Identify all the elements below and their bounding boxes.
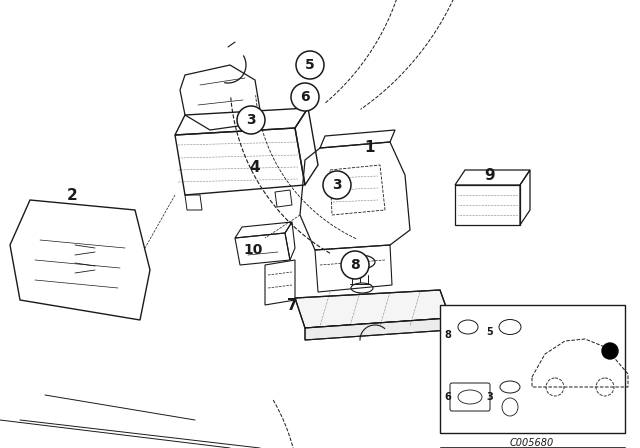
Text: 5: 5 [486, 327, 493, 337]
Text: 6: 6 [300, 90, 310, 104]
Text: 3: 3 [486, 392, 493, 402]
Text: 1: 1 [365, 141, 375, 155]
Text: 6: 6 [445, 392, 451, 402]
Text: 8: 8 [350, 258, 360, 272]
Text: 2: 2 [67, 188, 77, 202]
Circle shape [323, 171, 351, 199]
Text: 7: 7 [287, 297, 298, 313]
FancyBboxPatch shape [440, 305, 625, 433]
Polygon shape [305, 318, 450, 340]
Polygon shape [295, 290, 450, 328]
Text: 3: 3 [246, 113, 256, 127]
Circle shape [291, 83, 319, 111]
Text: C005680: C005680 [510, 438, 554, 448]
Text: 5: 5 [305, 58, 315, 72]
FancyBboxPatch shape [450, 383, 490, 411]
Text: 3: 3 [332, 178, 342, 192]
Text: 9: 9 [484, 168, 495, 182]
Circle shape [341, 251, 369, 279]
Circle shape [237, 106, 265, 134]
Circle shape [296, 51, 324, 79]
Text: 8: 8 [445, 330, 451, 340]
Text: 4: 4 [250, 160, 260, 176]
Circle shape [602, 343, 618, 359]
Text: 10: 10 [243, 243, 262, 257]
